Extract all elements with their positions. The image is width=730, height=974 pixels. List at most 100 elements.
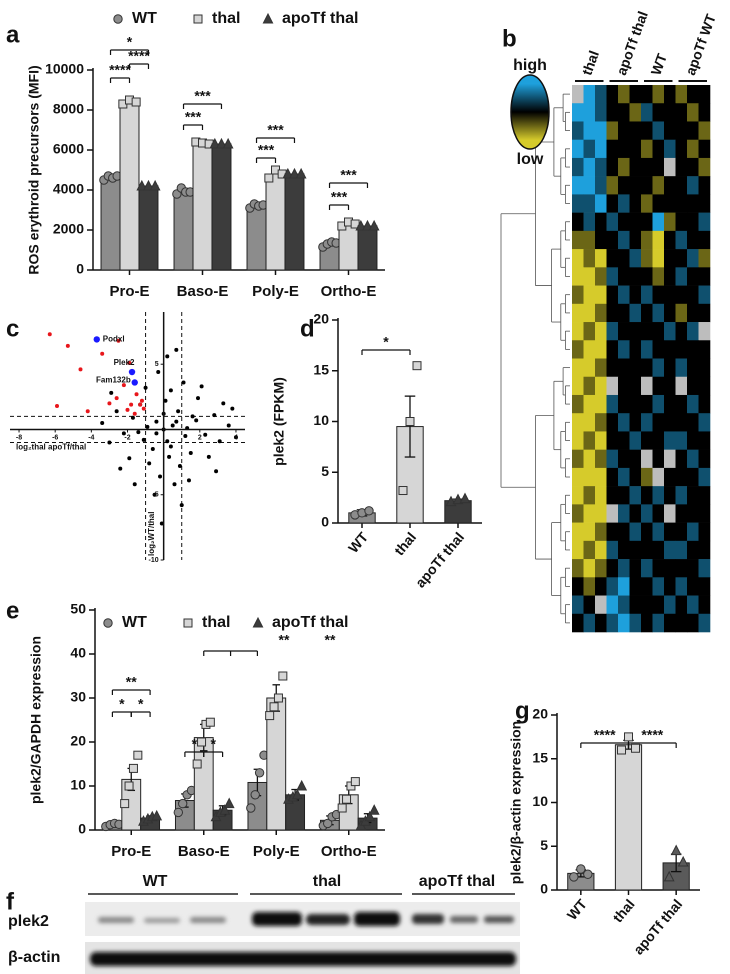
heatmap-cell <box>664 212 676 232</box>
blot-row-label: plek2 <box>8 913 49 930</box>
heatmap-cell <box>698 121 711 140</box>
significance: *** <box>194 88 211 104</box>
heatmap-cell <box>606 230 619 250</box>
heatmap-cell <box>675 504 688 523</box>
heatmap-cell <box>698 540 711 560</box>
data-point <box>133 750 143 760</box>
bar <box>338 223 359 271</box>
legend-marker <box>103 618 113 628</box>
y-tick-label: 10 <box>313 412 329 428</box>
heatmap-cell <box>652 176 665 195</box>
legend-marker <box>252 616 264 628</box>
heatmap-cell <box>606 157 619 177</box>
heatmap-cell <box>664 230 676 250</box>
column-group-label: thal <box>579 48 603 77</box>
y-tick-label: 5 <box>321 463 329 479</box>
legend-label: thal <box>202 614 230 631</box>
y-tick-label: 10 <box>70 777 86 793</box>
heatmap-cell <box>572 613 584 633</box>
heatmap-cell <box>595 394 607 414</box>
heatmap-cell <box>629 467 642 487</box>
y-tick-label: 30 <box>70 689 86 705</box>
scatter-point <box>132 411 137 416</box>
heatmap-cell <box>698 467 711 487</box>
heatmap-cell <box>572 322 584 341</box>
heatmap-cell <box>629 176 642 195</box>
heatmap-cell <box>629 413 642 432</box>
heatmap-cell <box>583 340 596 359</box>
heatmap-cell <box>698 212 711 232</box>
heatmap-cell <box>629 540 642 560</box>
data-point <box>452 493 464 505</box>
heatmap-cell <box>698 249 711 268</box>
heatmap-cell <box>687 322 699 341</box>
heatmap-cell <box>641 540 653 560</box>
heatmap-cell <box>572 157 584 177</box>
western-blot: WT thal apoTf thal plek2 β-actin <box>8 873 520 974</box>
data-point <box>136 179 148 191</box>
heatmap-cell <box>629 376 642 396</box>
heatmap-cell <box>629 486 642 505</box>
heatmap-cell <box>664 431 676 450</box>
heatmap-cell <box>664 449 676 469</box>
heatmap-cell <box>595 467 607 487</box>
heatmap-cell <box>675 358 688 378</box>
heatmap-cell <box>572 212 584 232</box>
heatmap-cell <box>572 376 584 396</box>
heatmap-cell <box>629 249 642 268</box>
scatter-point <box>186 478 191 483</box>
heatmap-cell <box>675 486 688 505</box>
scatter-point <box>127 456 132 461</box>
data-point <box>143 179 154 191</box>
heatmap-cell <box>641 230 653 250</box>
scatter-point <box>85 409 90 414</box>
heatmap-cell <box>698 267 711 286</box>
legend-marker <box>113 14 123 24</box>
heatmap-cell <box>618 322 630 341</box>
heatmap-cell <box>618 212 630 232</box>
y-tick-label: 15 <box>532 749 548 765</box>
heatmap-cell <box>583 322 596 341</box>
heatmap-cell <box>652 303 665 323</box>
band <box>144 918 180 923</box>
data-point <box>151 809 163 821</box>
heatmap-cell <box>583 176 596 195</box>
heatmap-cell <box>698 139 711 159</box>
heatmap-cell <box>687 194 699 213</box>
heatmap-cell <box>629 194 642 213</box>
heatmap-cell <box>698 449 711 469</box>
bar <box>192 142 213 271</box>
panel-label: b <box>502 25 517 52</box>
scatter-point <box>121 383 126 388</box>
data-point <box>576 864 586 874</box>
heatmap-cell <box>664 467 676 487</box>
heatmap-cell <box>652 285 665 305</box>
heatmap-cell <box>606 467 619 487</box>
heatmap-cell <box>629 340 642 359</box>
heatmap-cell <box>629 358 642 378</box>
heatmap-cell <box>664 340 676 359</box>
heatmap-cell <box>572 139 584 159</box>
heatmap-cell <box>664 121 676 140</box>
y-tick-label: 50 <box>70 601 86 617</box>
x-tick-label: WT <box>345 529 372 556</box>
significance: **** <box>109 62 131 78</box>
x-tick-label: Poly-E <box>252 283 299 300</box>
heatmap-cell <box>652 267 665 286</box>
data-point <box>295 167 307 179</box>
x-tick-label: Ortho-E <box>321 843 377 860</box>
heatmap-cell <box>595 322 607 341</box>
scatter-point <box>47 332 52 337</box>
heatmap-cell <box>618 431 630 450</box>
heatmap-cell <box>583 212 596 232</box>
column-group-label: WT <box>648 51 671 77</box>
significance: *** <box>331 189 348 205</box>
heatmap-cell <box>595 85 607 104</box>
data-point <box>631 743 640 753</box>
heatmap-cell <box>641 157 653 177</box>
heatmap-cell <box>664 486 676 505</box>
heatmap-cell <box>675 267 688 286</box>
x-tick-label: Baso-E <box>178 843 230 860</box>
data-point <box>124 781 134 791</box>
